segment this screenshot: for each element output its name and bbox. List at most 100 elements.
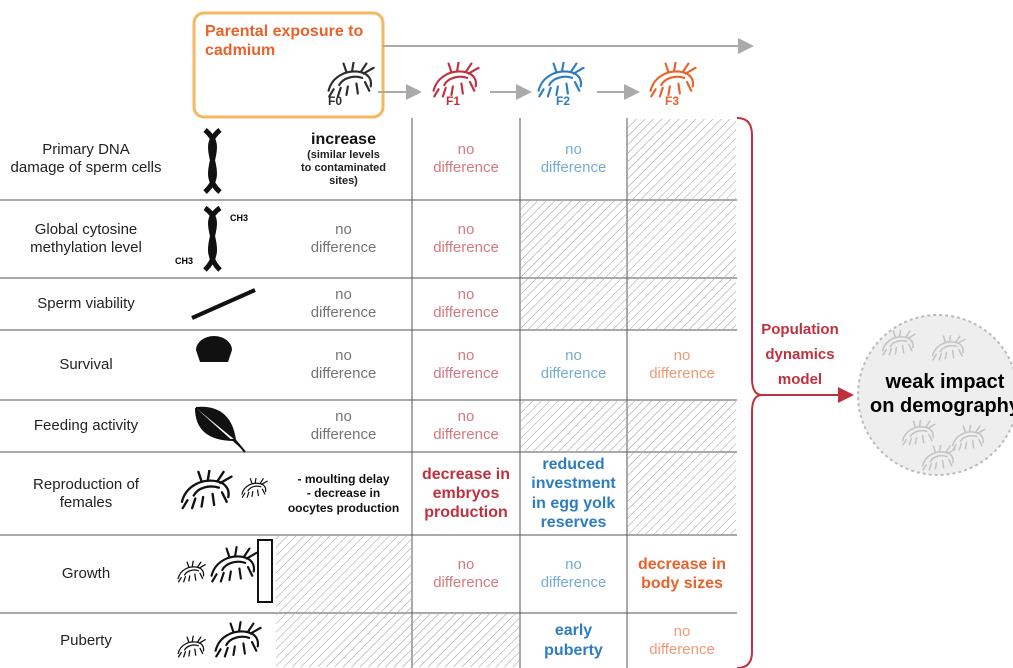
note-line: sites) — [329, 175, 358, 188]
cell-line: no — [335, 221, 352, 238]
row-label: Puberty — [0, 613, 172, 668]
model-label: Population dynamics model — [760, 318, 840, 392]
cell-line: no — [565, 556, 582, 573]
model-line: model — [777, 370, 823, 388]
cell-line: difference — [540, 574, 607, 591]
row-label: Reproduction of females — [0, 452, 172, 535]
cell-line: body sizes — [641, 575, 723, 592]
cell-text: decrease in body sizes — [627, 535, 737, 613]
cell-line: no — [457, 347, 475, 364]
row-label-line: Sperm viability — [37, 295, 135, 312]
generation-label: F0 — [328, 94, 343, 108]
row-label-line: Reproduction of — [33, 475, 139, 493]
hatched-cell — [521, 401, 626, 451]
cell-text: early puberty — [520, 613, 627, 668]
hatched-cell — [628, 279, 736, 329]
row-label-line: Primary DNA — [42, 141, 130, 158]
row-label-line: damage of sperm cells — [10, 159, 162, 176]
cell-line: difference — [649, 365, 715, 382]
row-label-line: females — [59, 493, 113, 511]
row-label: Survival — [0, 330, 172, 400]
cell-text: no difference — [412, 118, 520, 200]
cell-text: no difference — [275, 330, 412, 400]
outcome-line: on demography — [869, 395, 1013, 417]
sperm-icon — [191, 288, 256, 320]
cell-text: no difference — [520, 118, 627, 200]
cell-line: difference — [433, 426, 499, 443]
cell-line: difference — [310, 426, 377, 443]
row-label: Primary DNA damage of sperm cells — [0, 118, 172, 200]
hatched-cell — [521, 279, 626, 329]
cell-text: no difference — [520, 535, 627, 613]
cell-line: no — [565, 347, 582, 364]
row-label-line: Growth — [61, 565, 111, 582]
cell-text: no difference — [412, 400, 520, 452]
cell-line: early — [554, 622, 593, 640]
row-label-line: Feeding activity — [33, 417, 139, 434]
cell-line: production — [424, 504, 508, 522]
table-lines — [0, 118, 737, 668]
cell-line: no — [457, 286, 475, 303]
cell-text: - moulting delay - decrease in oocytes pro… — [275, 452, 412, 535]
model-line: Population — [761, 321, 839, 338]
cell-line: difference — [433, 239, 499, 256]
cell-line: puberty — [544, 641, 603, 659]
cell-text: no difference — [627, 613, 737, 668]
cell-line: reserves — [540, 513, 607, 531]
skull-icon — [196, 336, 232, 362]
hatched-cell — [276, 536, 411, 612]
cell-line: no — [457, 141, 475, 158]
row-label: Growth — [0, 535, 172, 613]
cell-text: no difference — [627, 330, 737, 400]
cell-text: reduced investment in egg yolk reserves — [520, 452, 627, 535]
cell-text: increase (similar levels to contaminated si… — [275, 118, 412, 200]
cell-line: no — [457, 556, 475, 573]
cell-line: investment — [531, 475, 616, 493]
cell-line: no — [673, 622, 691, 640]
hatched-cell — [628, 119, 736, 199]
outcome-line: weak impact — [885, 371, 1005, 393]
icon-label: CH3 — [175, 256, 194, 266]
row-label-line: methylation level — [30, 239, 142, 256]
cell-line: difference — [540, 365, 607, 382]
cell-text: no difference — [412, 278, 520, 330]
hatched-cell — [276, 614, 411, 667]
icon-label: CH3 — [230, 213, 249, 223]
cell-line: difference — [310, 365, 377, 382]
outcome-label: weak impact on demography — [860, 370, 1013, 418]
cell-line: difference — [433, 574, 499, 591]
cell-line: no — [457, 221, 475, 238]
row-label-line: Survival — [59, 356, 113, 373]
cell-line: reduced — [542, 456, 605, 474]
cell-note: (similar levels to contaminated sites) — [301, 149, 386, 189]
cell-line: decrease in — [637, 555, 727, 573]
hatched-cell — [628, 453, 736, 534]
row-icons — [191, 128, 273, 603]
cell-line: no — [335, 408, 352, 425]
cell-line: in egg yolk — [531, 494, 616, 512]
cell-text: no difference — [520, 330, 627, 400]
generation-icon — [327, 62, 375, 98]
dna-icon — [203, 128, 222, 194]
generation-icon — [537, 62, 585, 98]
generation-icon — [432, 62, 480, 98]
cell-line: difference — [310, 304, 377, 321]
generation-label: F2 — [556, 94, 571, 108]
ruler-icon — [257, 539, 273, 603]
exposure-box — [192, 11, 385, 119]
row-label: Feeding activity — [0, 400, 172, 452]
exposure-title: Parental exposure to cadmium — [205, 23, 364, 60]
cell-line: difference — [649, 640, 715, 658]
row-label: Sperm viability — [0, 278, 172, 330]
hatched-cell — [413, 614, 519, 667]
cell-line: - moulting delay — [297, 471, 390, 486]
hatched-cell — [628, 401, 736, 451]
cell-line: no — [335, 286, 352, 303]
hatched-cell — [628, 201, 736, 277]
cell-line: difference — [310, 239, 377, 256]
cell-text: no difference — [275, 278, 412, 330]
cell-line: difference — [433, 159, 499, 176]
cell-line: oocytes production — [287, 500, 400, 515]
cell-line: no — [457, 408, 475, 425]
